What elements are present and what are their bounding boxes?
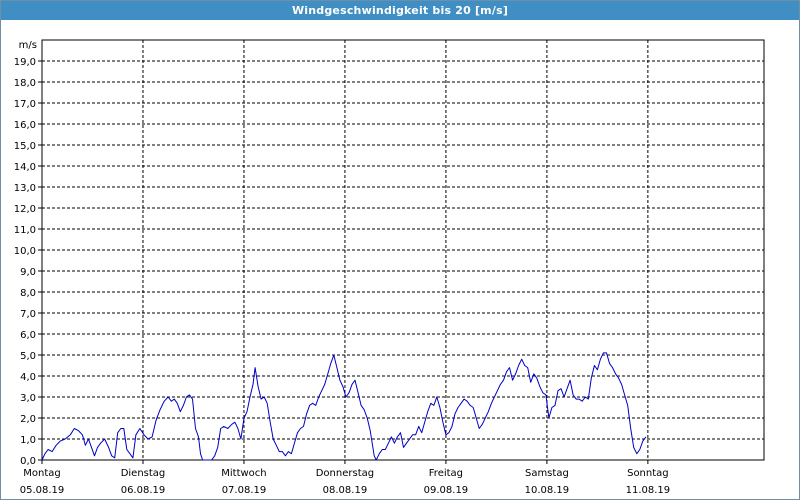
- y-tick-label: 8,0: [20, 288, 36, 299]
- y-tick-label: 3,0: [20, 393, 36, 404]
- x-tick-day-label: Montag: [23, 468, 60, 479]
- x-tick-date-label: 06.08.19: [121, 485, 166, 496]
- y-tick-label: 6,0: [20, 330, 36, 341]
- y-tick-label: 17,0: [14, 99, 36, 110]
- y-tick-label: 15,0: [14, 141, 36, 152]
- y-axis: 0,0 1,0 2,0 3,0 4,0 5,0 6,0 7,0 8,0 9,0 10,0 11,0 12…: [14, 57, 42, 467]
- y-tick-label: 2,0: [20, 414, 36, 425]
- y-tick-label: 10,0: [14, 246, 36, 257]
- y-tick-label: 13,0: [14, 183, 36, 194]
- y-tick-label: 4,0: [20, 372, 36, 383]
- y-tick-label: 16,0: [14, 120, 36, 131]
- x-tick-day-label: Freitag: [429, 468, 463, 479]
- x-tick-date-label: 09.08.19: [424, 485, 469, 496]
- y-tick-label: 0,0: [20, 456, 36, 467]
- x-tick-day-label: Samstag: [525, 468, 569, 479]
- x-tick-day-label: Mittwoch: [221, 468, 266, 479]
- x-tick-date-label: 08.08.19: [323, 485, 368, 496]
- x-axis: Montag 05.08.19 Dienstag 06.08.19 Mittwoch 07…: [20, 460, 670, 496]
- x-tick-date-label: 11.08.19: [626, 485, 671, 496]
- y-axis-unit-label: m/s: [19, 40, 37, 51]
- x-tick-date-label: 05.08.19: [20, 485, 65, 496]
- y-tick-label: 9,0: [20, 267, 36, 278]
- x-tick-day-label: Donnerstag: [316, 468, 374, 479]
- series-group: [41, 352, 647, 461]
- y-tick-label: 18,0: [14, 78, 36, 89]
- chart-title: Windgeschwindigkeit bis 20 [m/s]: [1, 1, 799, 20]
- x-tick-date-label: 07.08.19: [222, 485, 267, 496]
- x-tick-day-label: Sonntag: [627, 468, 669, 479]
- y-tick-label: 19,0: [14, 57, 36, 68]
- y-tick-label: 14,0: [14, 162, 36, 173]
- x-tick-date-label: 10.08.19: [525, 485, 570, 496]
- x-tick-day-label: Dienstag: [121, 468, 166, 479]
- y-tick-label: 12,0: [14, 204, 36, 215]
- y-tick-label: 1,0: [20, 435, 36, 446]
- y-tick-label: 5,0: [20, 351, 36, 362]
- y-tick-label: 11,0: [14, 225, 36, 236]
- grid-lines: [42, 40, 764, 460]
- y-tick-label: 7,0: [20, 309, 36, 320]
- wind-speed-line: [41, 352, 647, 461]
